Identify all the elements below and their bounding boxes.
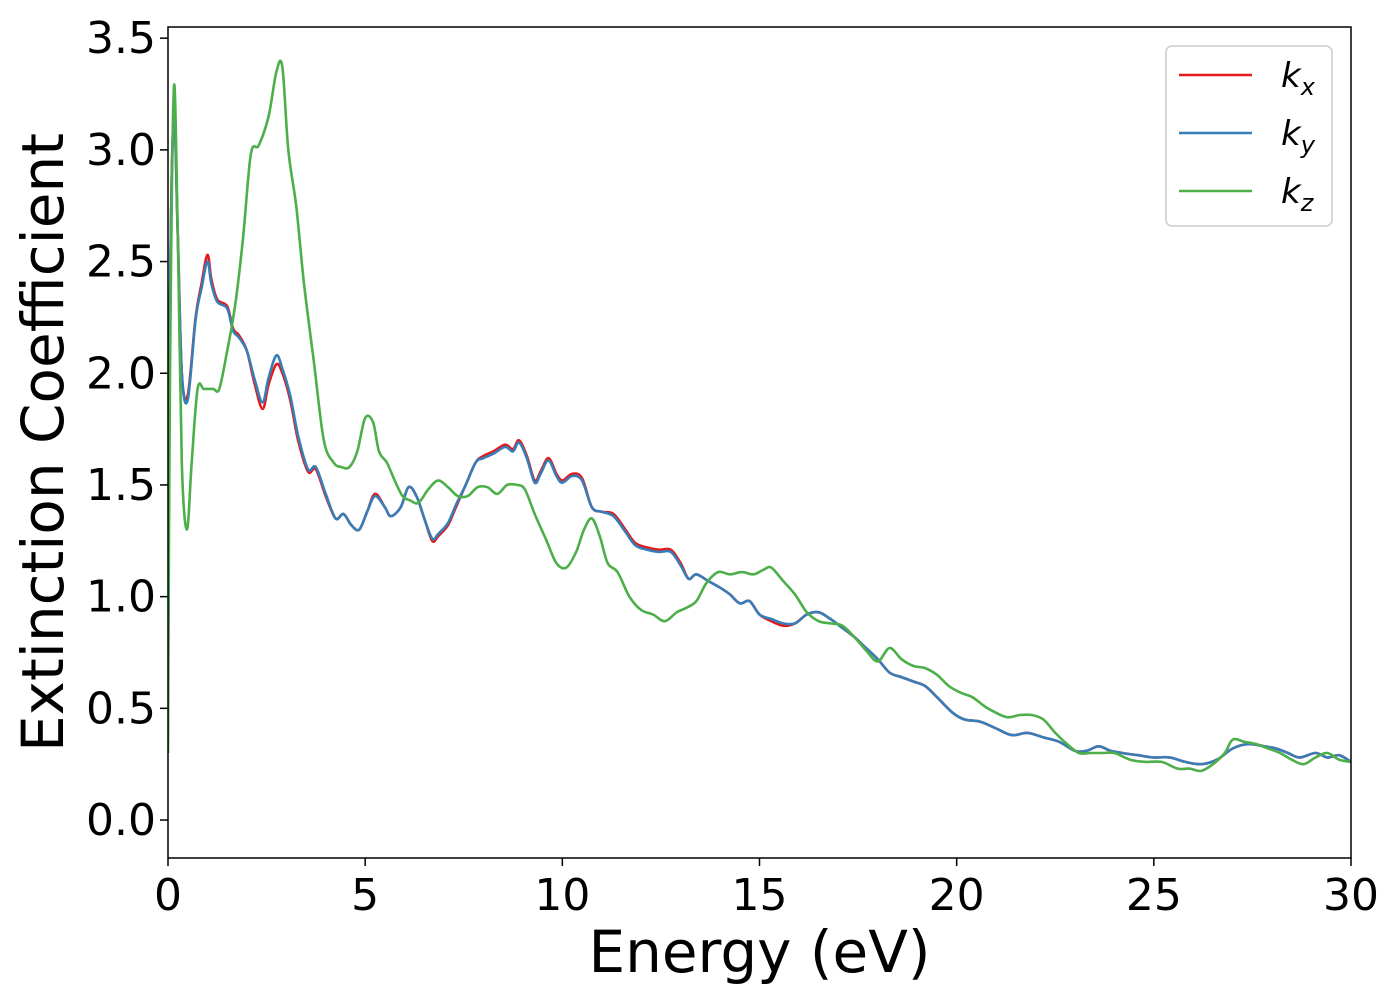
y-axis-label: Extinction Coefficient xyxy=(9,133,77,752)
y-axis: 0.0 0.5 1.0 1.5 2.0 2.5 3.0 3.5 xyxy=(86,13,168,846)
y-tick-label: 2.0 xyxy=(86,348,156,399)
legend-box xyxy=(1165,45,1333,227)
x-tick-label: 0 xyxy=(154,870,182,921)
x-tick-label: 15 xyxy=(732,870,788,921)
plot-background xyxy=(168,27,1351,858)
legend-label-kz: kz xyxy=(1281,172,1315,217)
x-tick-label: 10 xyxy=(534,870,590,921)
y-tick-label: 3.0 xyxy=(86,125,156,176)
x-tick-label: 5 xyxy=(351,870,379,921)
legend: kx ky kz xyxy=(1165,45,1333,227)
y-tick-label: 0.0 xyxy=(86,795,156,846)
y-tick-label: 2.5 xyxy=(86,237,156,288)
y-tick-label: 0.5 xyxy=(86,683,156,734)
x-tick-label: 20 xyxy=(929,870,985,921)
legend-label-kx: kx xyxy=(1281,56,1316,101)
series-line-kz xyxy=(168,59,1351,773)
x-axis-label: Energy (eV) xyxy=(588,918,930,986)
series-layer xyxy=(168,59,1351,773)
y-tick-label: 1.5 xyxy=(86,460,156,511)
x-tick-label: 30 xyxy=(1323,870,1379,921)
y-tick-label: 1.0 xyxy=(86,572,156,623)
x-tick-label: 25 xyxy=(1126,870,1182,921)
x-axis: 0 5 10 15 20 25 30 xyxy=(154,858,1379,921)
legend-label-ky: ky xyxy=(1281,114,1316,159)
y-tick-label: 3.5 xyxy=(86,13,156,64)
